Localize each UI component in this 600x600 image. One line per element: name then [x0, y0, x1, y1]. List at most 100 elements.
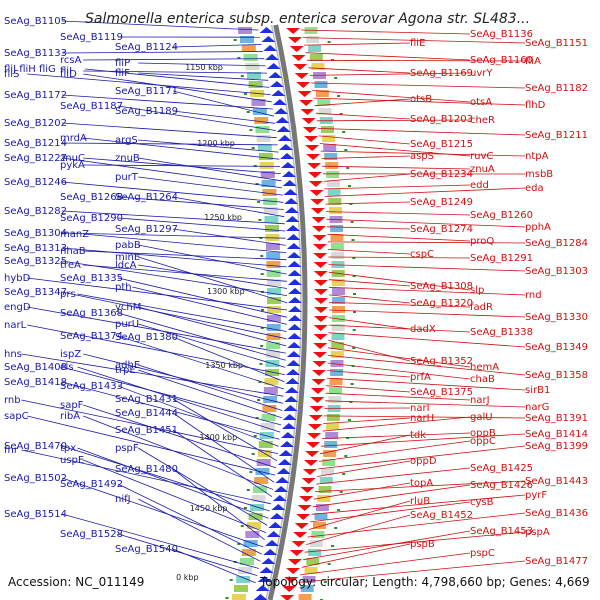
forward-gene-label: SeAg_B1189 [115, 106, 178, 117]
tick-dot [240, 525, 244, 527]
feature-block [329, 387, 342, 394]
forward-gene-label: znuB [115, 153, 140, 164]
label-leader-line [328, 286, 526, 296]
feature-block [266, 342, 281, 349]
feature-block [317, 99, 331, 106]
reverse-gene-label: oppD [410, 456, 437, 467]
forward-gene-label: fnr [4, 445, 19, 456]
reverse-gene-label: narI [410, 403, 430, 414]
forward-gene-arrow [280, 162, 295, 168]
forward-gene-arrow [287, 342, 302, 348]
forward-gene-label: fliD [60, 69, 77, 80]
reverse-gene-arrow [293, 64, 308, 70]
tick-dot [344, 455, 348, 457]
tick-dot [261, 309, 264, 311]
reverse-gene-label: SeAg_B1399 [525, 441, 588, 452]
forward-gene-arrow [288, 306, 302, 312]
forward-gene-label: minE [115, 252, 140, 263]
feature-block [247, 522, 261, 529]
label-leader-line [324, 187, 526, 197]
forward-gene-label: pth [115, 282, 132, 293]
label-leader-line [172, 336, 285, 383]
kbp-tick-label: 1300 kbp [207, 287, 245, 296]
reverse-gene-arrow [313, 271, 328, 277]
tick-dot [334, 527, 338, 529]
label-leader-line [138, 157, 282, 182]
kbp-tick-label: 0 kbp [176, 573, 198, 582]
label-leader-line [61, 122, 277, 139]
feature-block [322, 135, 336, 142]
reverse-gene-arrow [308, 424, 322, 430]
reverse-gene-arrow [312, 235, 327, 241]
label-leader-line [61, 247, 287, 268]
reverse-gene-arrow [294, 73, 309, 79]
label-leader-line [138, 264, 287, 289]
feature-block [266, 270, 281, 277]
feature-block [258, 153, 273, 160]
forward-gene-arrow [282, 180, 297, 186]
label-leader-line [117, 385, 279, 447]
label-leader-line [325, 211, 471, 216]
forward-gene-arrow [284, 207, 299, 213]
forward-gene-label: SeAg_B1290 [60, 213, 123, 224]
forward-gene-label: SeAg_B1514 [4, 509, 67, 520]
reverse-gene-arrow [289, 550, 304, 556]
feature-block [254, 477, 269, 484]
forward-gene-label: SeAg_B1380 [115, 332, 178, 343]
label-leader-line [61, 445, 270, 512]
forward-gene-label: manZ [60, 229, 89, 240]
forward-gene-label: SeAg_B1528 [60, 529, 123, 540]
feature-block [332, 306, 345, 313]
label-leader-line [138, 256, 288, 304]
reverse-gene-arrow [297, 91, 312, 97]
forward-gene-arrow [286, 360, 301, 366]
reverse-gene-label: pspC [470, 548, 495, 559]
forward-gene-arrow [280, 432, 295, 438]
reverse-gene-label: SeAg_B1436 [525, 508, 588, 519]
reverse-gene-arrow [299, 100, 314, 106]
feature-block [315, 90, 329, 97]
backbone-arc [265, 24, 302, 600]
label-leader-line [83, 58, 265, 61]
label-leader-line [308, 67, 411, 74]
forward-gene-arrow [274, 108, 289, 114]
forward-gene-arrow [281, 423, 296, 429]
label-leader-line [305, 52, 471, 61]
label-leader-line [138, 369, 282, 419]
reverse-gene-label: SeAg_B1375 [410, 387, 473, 398]
forward-gene-label: uspE [60, 455, 84, 466]
feature-block [311, 63, 325, 70]
tick-dot [339, 491, 343, 493]
label-leader-line [328, 294, 411, 304]
tick-dot [353, 293, 356, 295]
tick-dot [352, 275, 356, 277]
reverse-gene-label: fadR [470, 302, 493, 313]
label-leader-line [61, 232, 286, 239]
feature-block [245, 531, 260, 538]
label-leader-line [326, 377, 526, 391]
reverse-gene-label: sirB1 [525, 385, 550, 396]
label-leader-line [83, 250, 287, 261]
reverse-gene-arrow [308, 181, 323, 187]
forward-gene-arrow [280, 441, 294, 447]
reverse-gene-arrow [284, 577, 299, 583]
tick-dot [353, 311, 356, 313]
tick-dot [327, 41, 331, 43]
forward-gene-label: SeAg_B1480 [115, 464, 178, 475]
label-leader-line [27, 73, 271, 95]
reverse-gene-label: eda [525, 183, 544, 194]
feature-block [332, 288, 345, 295]
reverse-gene-arrow [309, 190, 324, 196]
reverse-gene-label: uvrY [470, 68, 493, 79]
label-leader-line [61, 477, 264, 548]
label-leader-line [324, 184, 471, 190]
feature-block [326, 180, 340, 187]
reverse-gene-arrow [304, 136, 318, 142]
label-leader-line [172, 90, 274, 117]
label-leader-line [61, 142, 278, 146]
feature-block [250, 504, 265, 511]
feature-block [330, 351, 344, 358]
forward-gene-label: pabB [115, 240, 141, 251]
forward-gene-label: SeAg_B1227 [4, 153, 67, 164]
reverse-gene-label: SeAg_B1215 [410, 139, 473, 150]
